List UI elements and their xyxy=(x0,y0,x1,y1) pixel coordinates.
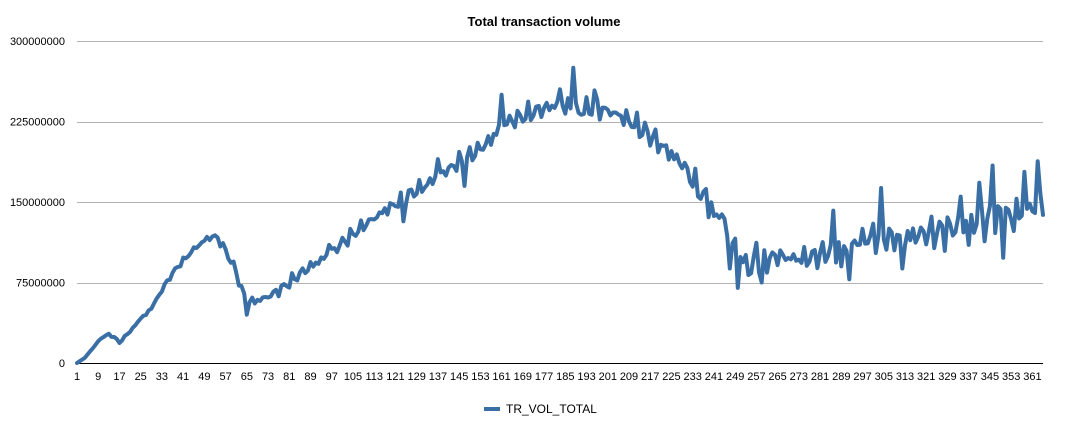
y-tick-label: 0 xyxy=(59,358,65,370)
x-tick-label: 257 xyxy=(747,371,765,383)
x-tick-label: 329 xyxy=(938,371,956,383)
x-tick-label: 281 xyxy=(811,371,829,383)
x-tick-label: 97 xyxy=(326,371,338,383)
x-tick-label: 209 xyxy=(620,371,638,383)
x-tick-label: 57 xyxy=(219,371,231,383)
x-tick-label: 201 xyxy=(599,371,617,383)
x-tick-label: 9 xyxy=(95,371,101,383)
y-tick-label: 300000000 xyxy=(10,36,65,48)
chart-title: Total transaction volume xyxy=(468,14,621,29)
x-tick-label: 297 xyxy=(853,371,871,383)
x-tick-label: 49 xyxy=(198,371,210,383)
y-tick-label: 150000000 xyxy=(10,197,65,209)
x-tick-label: 233 xyxy=(684,371,702,383)
x-tick-label: 249 xyxy=(726,371,744,383)
x-tick-label: 137 xyxy=(429,371,447,383)
x-tick-label: 81 xyxy=(283,371,295,383)
x-tick-label: 17 xyxy=(113,371,125,383)
x-tick-label: 129 xyxy=(408,371,426,383)
x-tick-label: 145 xyxy=(450,371,468,383)
x-tick-label: 241 xyxy=(705,371,723,383)
x-tick-label: 169 xyxy=(514,371,532,383)
x-tick-label: 337 xyxy=(960,371,978,383)
y-tick-label: 75000000 xyxy=(16,278,65,290)
x-tick-label: 217 xyxy=(641,371,659,383)
x-tick-label: 185 xyxy=(556,371,574,383)
x-tick-label: 121 xyxy=(386,371,404,383)
x-tick-label: 345 xyxy=(981,371,999,383)
y-tick-label: 225000000 xyxy=(10,117,65,129)
x-axis-tick-labels: 1 9 17 25 33 41 49 57 65 73 81 89 97 105 113 121 129 137 1… xyxy=(74,371,1042,383)
y-axis-tick-labels: 0 75000000 150000000 225000000 300000000 xyxy=(10,36,65,370)
x-tick-label: 177 xyxy=(535,371,553,383)
x-tick-label: 25 xyxy=(135,371,147,383)
x-tick-label: 225 xyxy=(662,371,680,383)
x-tick-label: 265 xyxy=(768,371,786,383)
x-tick-label: 89 xyxy=(304,371,316,383)
x-tick-label: 161 xyxy=(492,371,510,383)
legend: TR_VOL_TOTAL xyxy=(484,402,597,416)
x-tick-label: 73 xyxy=(262,371,274,383)
x-tick-label: 361 xyxy=(1023,371,1041,383)
x-tick-label: 193 xyxy=(577,371,595,383)
x-tick-label: 289 xyxy=(832,371,850,383)
x-tick-label: 353 xyxy=(1002,371,1020,383)
series-line-tr-vol-total xyxy=(75,65,1045,365)
x-tick-label: 313 xyxy=(896,371,914,383)
x-tick-label: 273 xyxy=(790,371,808,383)
x-tick-label: 41 xyxy=(177,371,189,383)
x-tick-label: 113 xyxy=(365,371,383,383)
x-tick-label: 105 xyxy=(344,371,362,383)
x-tick-label: 65 xyxy=(241,371,253,383)
legend-label: TR_VOL_TOTAL xyxy=(506,402,597,416)
x-tick-label: 305 xyxy=(875,371,893,383)
x-tick-label: 1 xyxy=(74,371,80,383)
x-tick-label: 321 xyxy=(917,371,935,383)
x-tick-label: 153 xyxy=(471,371,489,383)
x-tick-label: 33 xyxy=(156,371,168,383)
